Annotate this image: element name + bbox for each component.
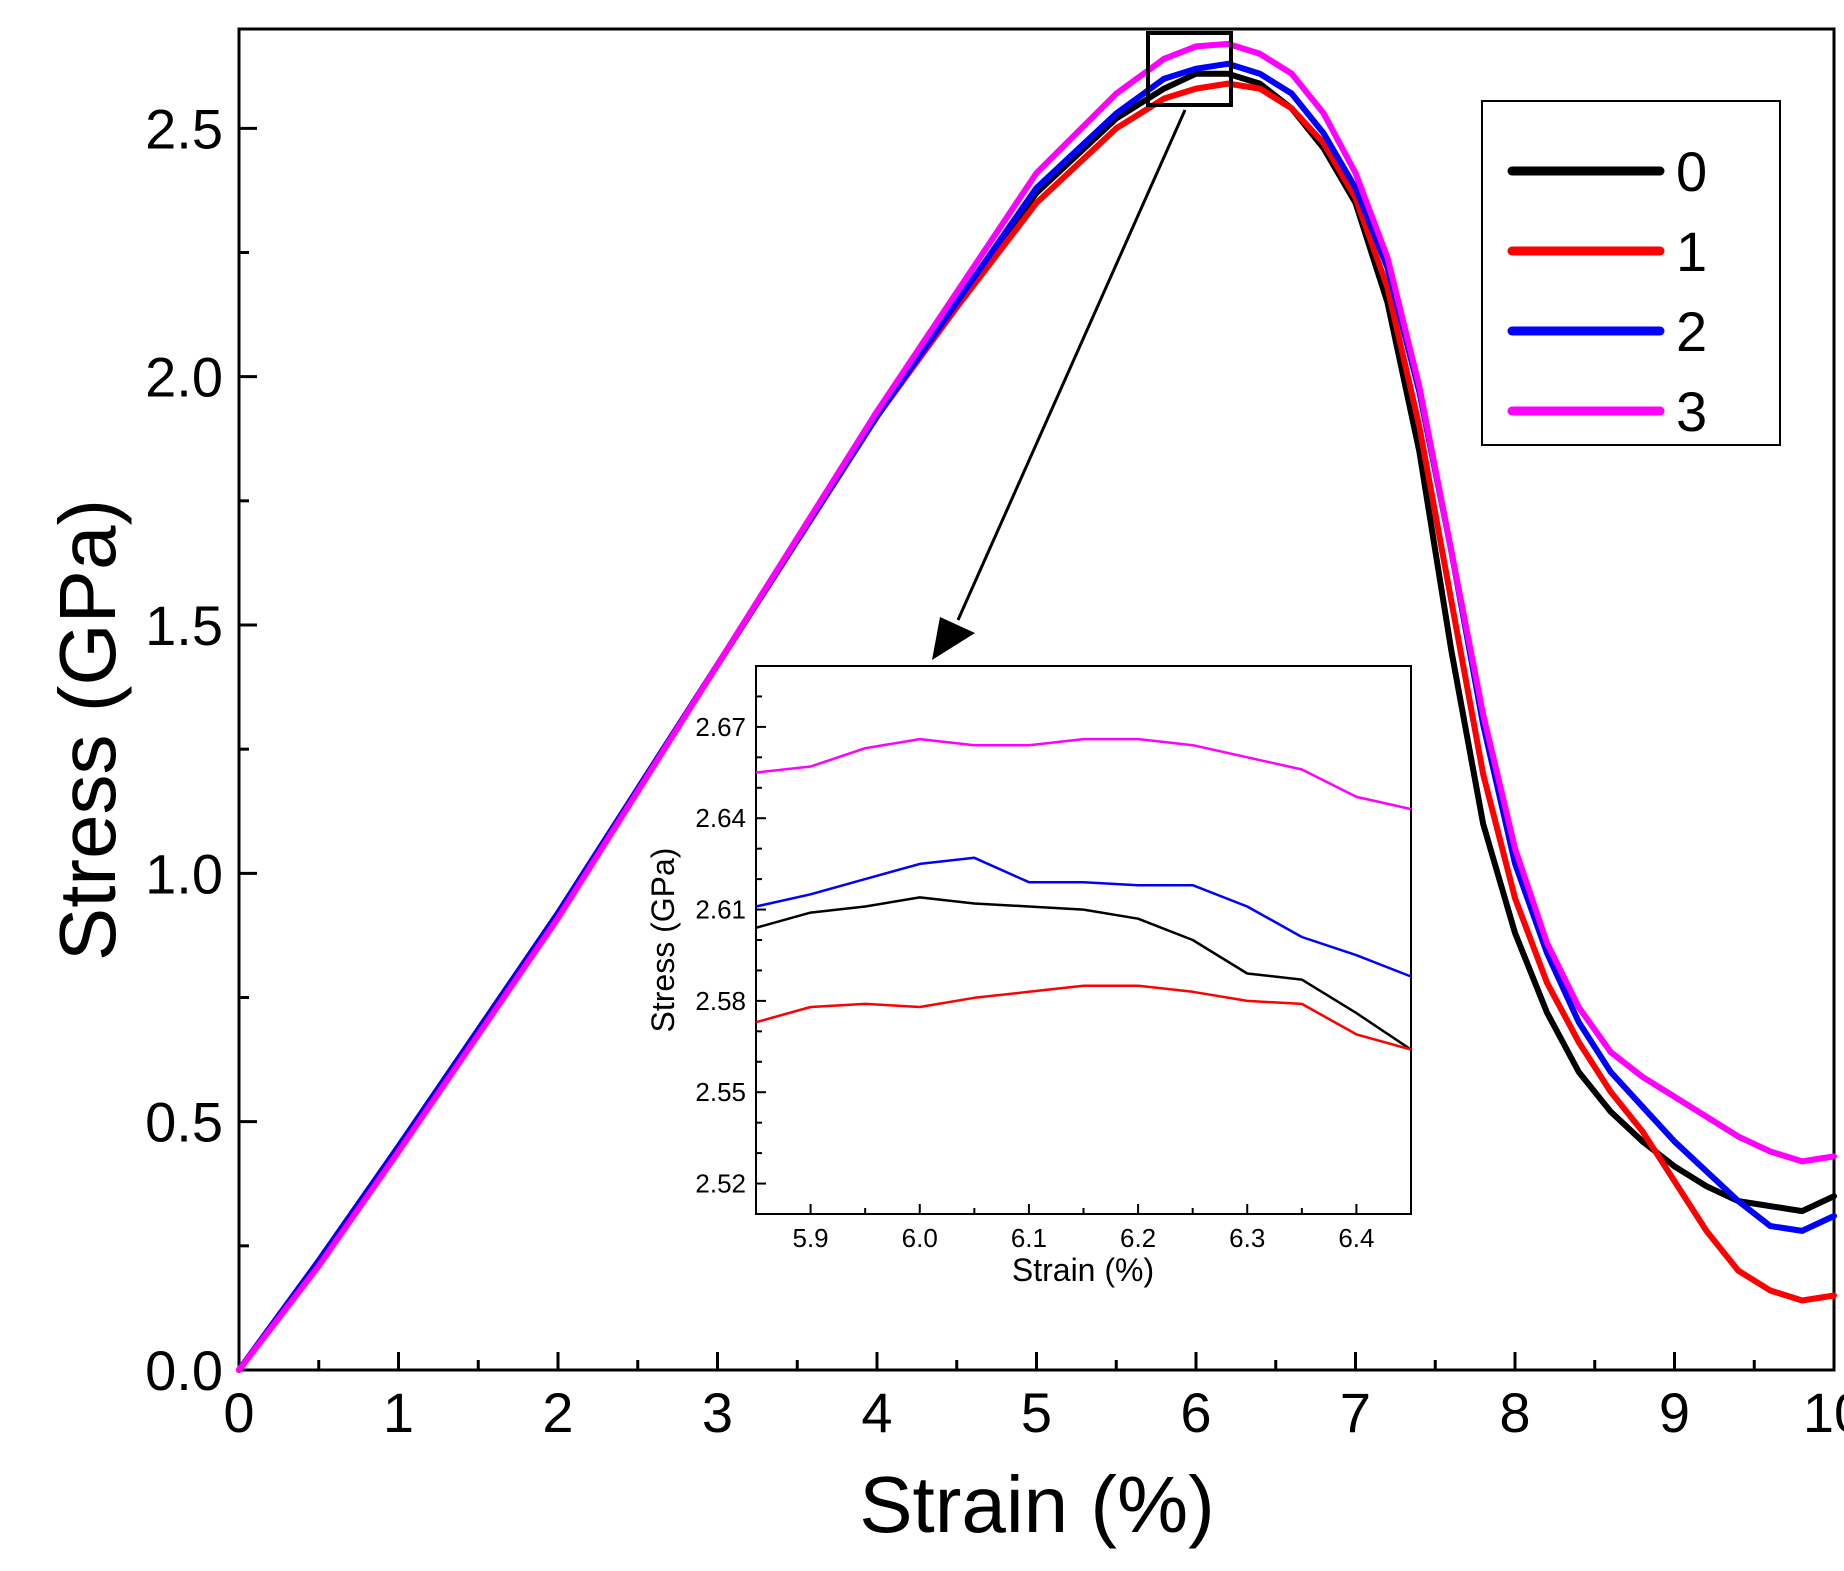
inset-x-tick-label: 5.9 [793,1223,829,1253]
inset-y-axis-title: Stress (GPa) [645,848,681,1033]
legend-label-0: 0 [1676,140,1707,203]
main-y-tick-label: 0.5 [145,1091,223,1154]
main-y-tick-label: 2.0 [145,346,223,409]
inset-series-lines [755,737,1412,1051]
inset-x-ticks: 5.9 6.0 6.1 6.2 6.3 6.4 [755,1204,1374,1253]
inset-series-line-1 [755,984,1412,1051]
main-y-tick-label: 1.0 [145,842,223,905]
main-x-tick-label: 9 [1659,1381,1690,1444]
main-x-tick-label: 8 [1499,1381,1530,1444]
inset-series-line-0 [755,896,1412,1051]
inset-series-line-3 [755,737,1412,811]
main-x-axis-title: Strain (%) [859,1460,1215,1549]
main-y-ticks: 0.0 0.5 1.0 1.5 2.0 2.5 [145,97,257,1402]
main-y-tick-label: 1.5 [145,594,223,657]
main-x-tick-label: 2 [542,1381,573,1444]
zoom-arrow-line [956,109,1187,621]
inset-y-tick-label: 2.67 [695,712,746,742]
main-y-axis-title: Stress (GPa) [43,499,132,961]
inset-y-tick-label: 2.52 [695,1169,746,1199]
inset-plot-frame [755,665,1412,1215]
main-x-tick-label: 5 [1021,1381,1052,1444]
main-x-tick-label: 0 [223,1381,254,1444]
main-x-ticks: 0 1 2 3 4 5 6 7 8 9 10 [223,1352,1844,1444]
main-y-tick-label: 2.5 [145,97,223,160]
main-x-tick-label: 3 [702,1381,733,1444]
main-series-line-3 [236,40,1837,1373]
main-x-tick-label: 7 [1340,1381,1371,1444]
legend-items: 0 1 2 3 [1507,140,1707,443]
legend-label-3: 3 [1676,380,1707,443]
inset-y-tick-label: 2.58 [695,986,746,1016]
inset-y-tick-label: 2.64 [695,803,746,833]
zoom-region-box [1146,31,1233,107]
legend-label-2: 2 [1676,300,1707,363]
main-x-tick-label: 4 [861,1381,892,1444]
inset-x-tick-label: 6.4 [1338,1223,1374,1253]
main-x-tick-label: 6 [1180,1381,1211,1444]
main-x-tick-label: 10 [1803,1381,1844,1444]
legend-label-1: 1 [1676,220,1707,283]
main-y-tick-label: 0.0 [145,1339,223,1402]
inset-y-ticks: 2.52 2.55 2.58 2.61 2.64 2.67 [695,695,766,1199]
inset-x-tick-label: 6.2 [1120,1223,1156,1253]
inset-y-tick-label: 2.61 [695,895,746,925]
main-series-lines [236,40,1837,1373]
inset-y-tick-label: 2.55 [695,1077,746,1107]
legend-box [1481,100,1781,446]
inset-x-tick-label: 6.3 [1229,1223,1265,1253]
inset-series-line-2 [755,856,1412,978]
zoom-arrow-head [932,617,975,660]
inset-x-tick-label: 6.0 [902,1223,938,1253]
inset-x-axis-title: Strain (%) [1012,1252,1154,1288]
inset-x-tick-label: 6.1 [1011,1223,1047,1253]
main-x-tick-label: 1 [383,1381,414,1444]
